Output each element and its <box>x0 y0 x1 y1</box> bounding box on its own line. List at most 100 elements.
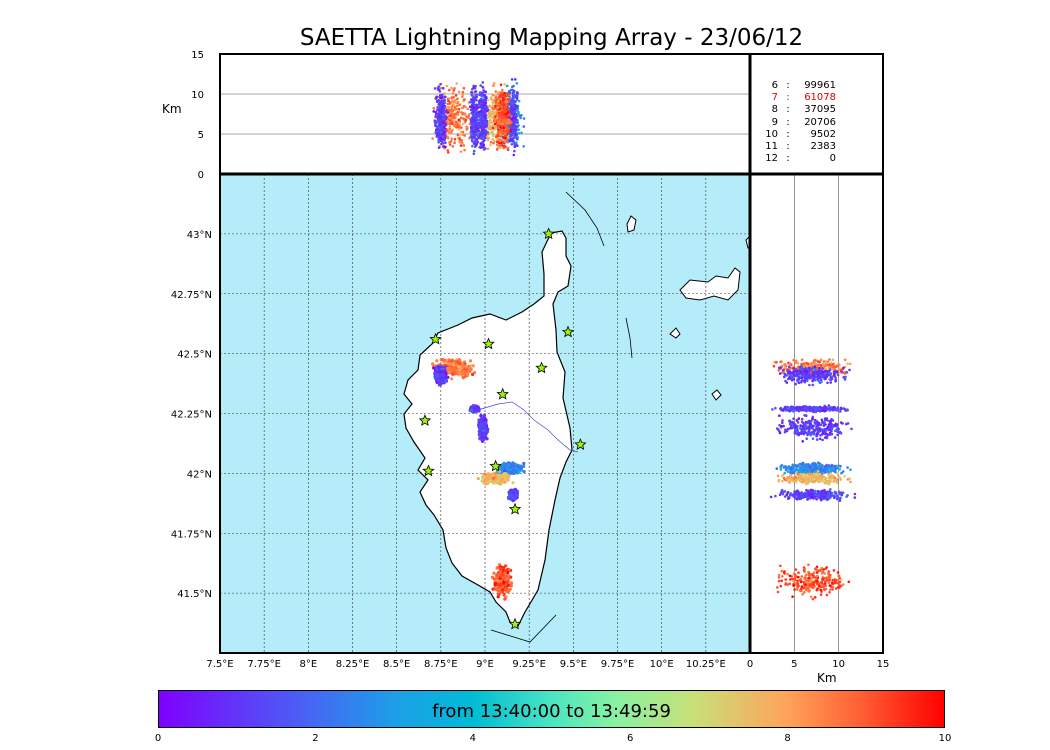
lightning-point-top <box>472 99 475 103</box>
station-marker <box>422 464 435 477</box>
lightning-point-top <box>448 106 452 110</box>
lightning-point-right <box>825 363 829 367</box>
lightning-point-top <box>492 84 495 87</box>
lightning-point <box>482 474 486 478</box>
lightning-point-top <box>514 121 518 124</box>
lightning-point-right <box>819 463 822 467</box>
lightning-point-top <box>496 131 500 134</box>
lightning-point-right <box>800 463 803 466</box>
lightning-point <box>489 475 493 479</box>
lightning-point-right <box>798 466 802 469</box>
lightning-point-right <box>834 470 837 474</box>
lightning-point-top <box>483 139 486 142</box>
lightning-point-top <box>501 88 504 92</box>
lightning-point-top <box>482 144 485 148</box>
lightning-point-right <box>823 468 827 472</box>
lightning-point-top <box>498 116 501 120</box>
lightning-point-right <box>795 466 798 469</box>
lightning-point-top <box>442 107 445 110</box>
lightning-point-top <box>515 98 519 102</box>
lightning-point-top <box>514 114 518 117</box>
lightning-point-top <box>479 122 483 126</box>
lightning-point-right <box>838 467 841 471</box>
lightning-point-top <box>475 138 479 142</box>
station-marker <box>535 361 548 374</box>
lightning-point-right <box>833 372 836 376</box>
station-marker <box>542 227 555 240</box>
lightning-point-right <box>802 362 805 365</box>
lightning-point-right <box>784 468 788 472</box>
lightning-point <box>441 377 445 381</box>
lightning-point-top <box>453 99 457 102</box>
lightning-point-top <box>473 87 477 90</box>
lightning-point-right <box>807 372 811 375</box>
lightning-point-top <box>484 101 488 105</box>
lightning-point-right <box>792 464 795 468</box>
lightning-point-top <box>472 109 476 112</box>
lightning-point-right <box>840 471 843 475</box>
lightning-point <box>481 477 485 481</box>
lightning-point-top <box>497 91 501 94</box>
lightning-point-right <box>819 469 822 473</box>
lightning-point-right <box>778 372 782 375</box>
lightning-point-top <box>477 110 481 114</box>
lightning-point-top <box>463 134 467 137</box>
lightning-point-top <box>474 111 477 114</box>
lightning-point-top <box>457 121 461 124</box>
lightning-point-top <box>504 105 507 109</box>
lightning-point-top <box>493 122 497 126</box>
lightning-point-top <box>437 146 441 149</box>
lightning-point-right <box>811 383 815 387</box>
lightning-point-right <box>808 366 811 370</box>
lightning-point-right <box>798 372 802 376</box>
lightning-point-top <box>437 110 441 113</box>
lightning-point-top <box>444 95 447 99</box>
lightning-point-top <box>447 97 451 100</box>
lightning-point-top <box>511 85 514 89</box>
lightning-point <box>447 370 451 374</box>
lightning-point <box>506 584 510 588</box>
lightning-point-top <box>446 111 450 114</box>
lightning-point-top <box>489 119 492 123</box>
lightning-point-right <box>778 366 781 370</box>
lightning-point-top <box>448 131 451 134</box>
lightning-point-top <box>522 145 525 148</box>
lightning-point-top <box>458 138 462 141</box>
lightning-point <box>506 570 510 575</box>
lightning-point-top <box>503 82 506 86</box>
lightning-point <box>497 572 501 576</box>
border-line <box>565 191 605 247</box>
lightning-point-right <box>801 373 804 377</box>
lightning-point-right <box>805 374 808 378</box>
lightning-point <box>517 469 521 474</box>
lightning-point <box>444 361 448 365</box>
lightning-point-top <box>433 87 437 90</box>
lightning-point <box>467 366 471 370</box>
lightning-point-top <box>509 102 513 105</box>
lightning-point-top <box>454 112 458 115</box>
lightning-point-right <box>795 367 798 371</box>
lightning-point-right <box>806 362 809 365</box>
map-grid <box>220 174 750 653</box>
lightning-point-top <box>462 86 466 90</box>
lightning-point-top <box>472 117 476 121</box>
lightning-point <box>509 470 513 474</box>
lightning-point-top <box>489 113 493 116</box>
lightning-point-top <box>444 141 447 144</box>
lightning-point <box>501 568 505 573</box>
lightning-point-top <box>503 94 507 98</box>
lightning-point <box>437 371 441 375</box>
lightning-point-right <box>800 379 803 383</box>
lightning-point-top <box>484 136 487 140</box>
lightning-point-top <box>470 139 474 142</box>
lightning-point-top <box>479 97 483 101</box>
lightning-point-top <box>495 119 499 122</box>
lightning-point <box>509 584 513 588</box>
lightning-point-top <box>515 91 519 94</box>
lightning-point-right <box>829 464 833 468</box>
lightning-point-top <box>479 84 483 87</box>
lightning-point-top <box>495 102 499 106</box>
lightning-point-right <box>805 370 809 373</box>
elba-island <box>679 267 741 301</box>
